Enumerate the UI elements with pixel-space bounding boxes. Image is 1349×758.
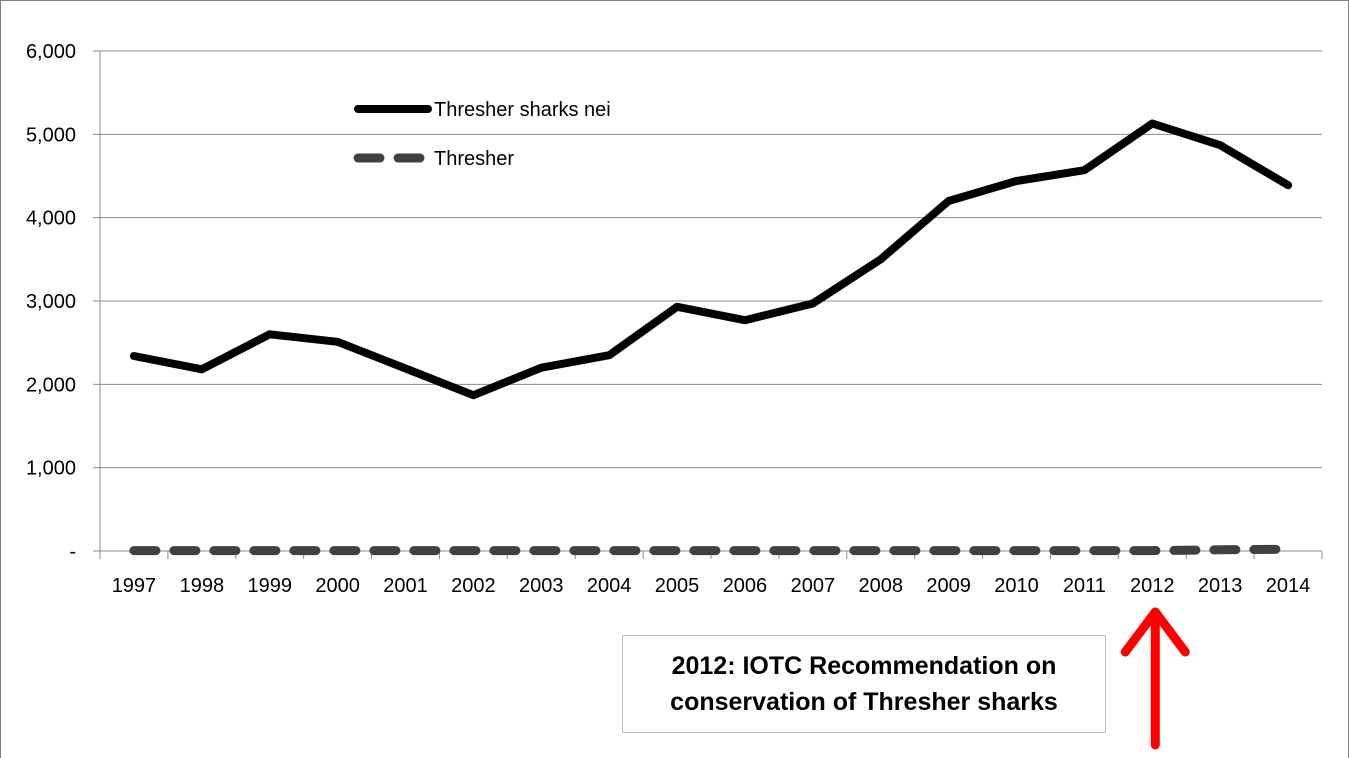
series-line-thresher-sharks-nei (129, 119, 1293, 400)
x-tick-label: 2006 (723, 575, 768, 597)
x-tick-label: 2014 (1266, 575, 1311, 597)
axes: - 1,000 2,000 3,000 4,000 5,000 6,000 1997 1998 1… (26, 41, 1323, 597)
y-tick-label: 3,000 (26, 291, 76, 313)
x-tick-label: 1999 (247, 575, 292, 597)
y-tick-label: 1,000 (26, 458, 76, 480)
gridlines (100, 50, 1322, 469)
y-tick-label: - (69, 541, 76, 563)
x-tick-label: 2005 (655, 575, 700, 597)
x-tick-label: 2010 (994, 575, 1039, 597)
x-tick-label: 2002 (451, 575, 496, 597)
x-tick-label: 2009 (926, 575, 971, 597)
x-tick-label: 1998 (180, 575, 225, 597)
x-tick-label: 2008 (858, 575, 903, 597)
annotation-arrow (1120, 607, 1190, 750)
legend-label: Thresher (434, 148, 514, 170)
annotation-text: 2012: IOTC Recommendation on conservatio… (670, 652, 1058, 716)
x-tick-label: 2007 (791, 575, 836, 597)
x-tick-label: 1997 (112, 575, 157, 597)
x-tick-label: 2003 (519, 575, 564, 597)
y-tick-label: 5,000 (26, 124, 76, 146)
series-lines (129, 119, 1293, 556)
y-tick-label: 4,000 (26, 208, 76, 230)
series-line-thresher (129, 544, 1293, 556)
y-tick-label: 6,000 (26, 41, 76, 63)
x-tick-label: 2000 (315, 575, 360, 597)
y-tick-label: 2,000 (26, 374, 76, 396)
legend: Thresher sharks nei Thresher (353, 99, 611, 170)
x-tick-label: 2001 (383, 575, 428, 597)
annotation-box: 2012: IOTC Recommendation on conservatio… (622, 635, 1106, 733)
arrow-head (1120, 607, 1190, 657)
x-tick-label: 2013 (1198, 575, 1243, 597)
x-tick-label: 2011 (1063, 575, 1106, 597)
x-tick-label: 2004 (587, 575, 632, 597)
legend-label: Thresher sharks nei (434, 99, 611, 121)
x-tick-label: 2012 (1130, 575, 1175, 597)
